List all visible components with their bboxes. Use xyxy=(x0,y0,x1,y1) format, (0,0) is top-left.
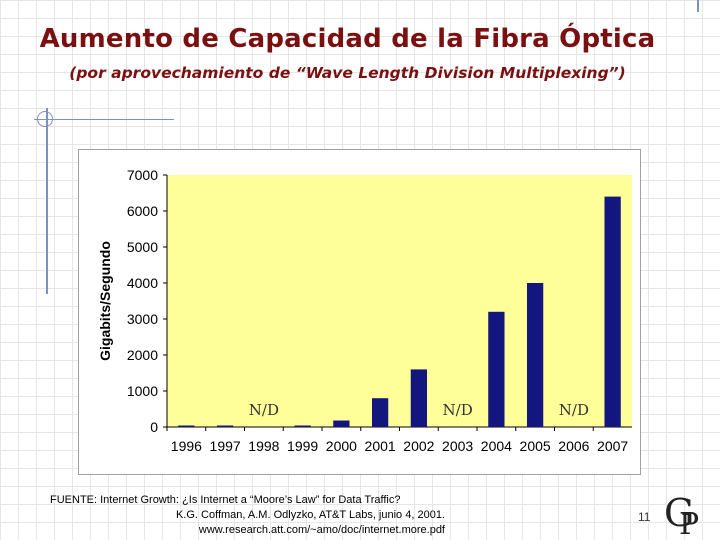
decorative-vertical-line xyxy=(46,108,48,294)
na-data-label: N/D xyxy=(559,401,589,419)
svg-text:G: G xyxy=(664,491,694,535)
y-axis-label: Gigabits/Segundo xyxy=(97,241,113,361)
data-bar xyxy=(371,398,389,427)
y-tick-label: 3000 xyxy=(127,311,158,327)
x-tick-label: 1996 xyxy=(171,438,202,454)
x-tick-label: 2004 xyxy=(481,438,512,454)
source-line-2: K.G. Coffman, A.M. Odlyzko, AT&T Labs, j… xyxy=(175,509,445,521)
source-line-3: www.research.att.com/~amo/doc/internet.m… xyxy=(198,524,445,536)
x-tick-label: 2001 xyxy=(365,438,396,454)
y-tick-label: 2000 xyxy=(127,347,158,363)
decorative-horizontal-line xyxy=(34,119,174,120)
bar-chart: 0 1000 2000 3000 4000 5000 6000 7000 Gigabits/Se… xyxy=(97,167,632,454)
y-tick-label: 0 xyxy=(150,419,158,435)
plot-area xyxy=(167,175,632,427)
y-tick-label: 5000 xyxy=(127,239,158,255)
x-tick-label: 2005 xyxy=(520,438,551,454)
data-bar xyxy=(333,420,350,427)
data-bar xyxy=(526,283,544,427)
y-tick-label: 7000 xyxy=(127,167,158,183)
slide-subtitle: (por aprovechamiento de “Wave Length Div… xyxy=(69,64,626,82)
slide-title: Aumento de Capacidad de la Fibra Óptica xyxy=(39,24,656,54)
data-bar xyxy=(178,425,195,427)
page-number: 11 xyxy=(638,510,651,524)
data-bar xyxy=(488,311,505,427)
chart-frame: 0 1000 2000 3000 4000 5000 6000 7000 Gigabits/Se… xyxy=(78,149,641,475)
data-bar xyxy=(410,369,428,427)
gp-logo-icon: G P xyxy=(664,491,699,536)
x-tick-label: 2003 xyxy=(442,438,473,454)
data-bar xyxy=(294,425,311,427)
data-bar xyxy=(604,196,621,427)
na-data-label: N/D xyxy=(443,401,473,419)
x-tick-label: 1999 xyxy=(287,438,318,454)
x-tick-label: 2006 xyxy=(558,438,589,454)
decorative-circle xyxy=(37,111,53,127)
x-tick-label: 1997 xyxy=(210,438,241,454)
y-tick-label: 4000 xyxy=(127,275,158,291)
source-line-1: FUENTE: Internet Growth: ¿Is Internet a … xyxy=(50,494,401,506)
na-data-label: N/D xyxy=(249,401,279,419)
decorative-corner-line xyxy=(697,0,699,12)
svg-text:P: P xyxy=(679,507,699,536)
y-tick-label: 1000 xyxy=(127,383,158,399)
x-tick-label: 2007 xyxy=(597,438,628,454)
x-tick-label: 2000 xyxy=(326,438,357,454)
source-citation: FUENTE: Internet Growth: ¿Is Internet a … xyxy=(50,493,445,538)
y-tick-label: 6000 xyxy=(127,203,158,219)
x-tick-label: 1998 xyxy=(248,438,279,454)
data-bar xyxy=(216,425,234,427)
x-tick-label: 2002 xyxy=(403,438,434,454)
